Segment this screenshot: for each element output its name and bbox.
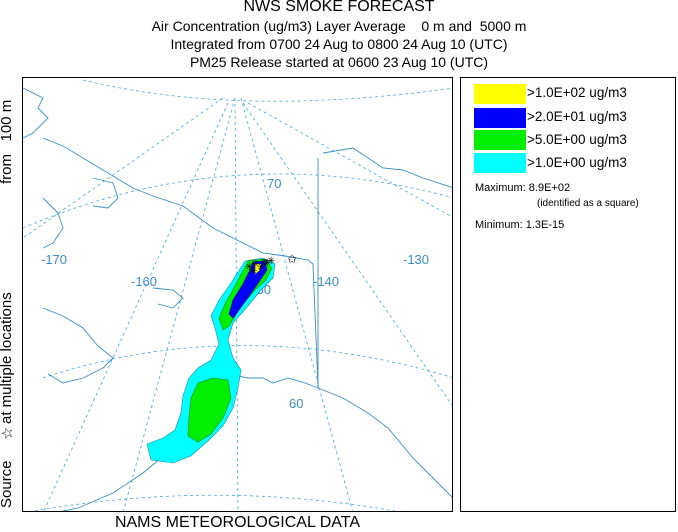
meridian-extra-2 xyxy=(240,97,353,511)
maximum-note: (identified as a square) xyxy=(537,198,639,209)
plume-blue-region xyxy=(228,260,268,319)
subtitle-integration-period: Integrated from 0700 24 Aug to 0800 24 A… xyxy=(170,36,508,52)
legend-swatch-cyan xyxy=(474,153,526,173)
fire-source-marker: ✳ xyxy=(251,259,259,270)
legend-swatch-yellow xyxy=(474,84,526,104)
minimum-value: Minimum: 1.3E-15 xyxy=(475,219,565,231)
lon-label-140: -140 xyxy=(313,274,339,289)
legend-swatch-blue xyxy=(474,108,526,128)
legend-label-5: >5.0E+00 ug/m3 xyxy=(527,132,627,147)
fire-source-marker: ✳ xyxy=(257,262,265,273)
fire-source-marker: ✳ xyxy=(245,262,253,273)
source-side-label: Source ☆ at multiple locations from 100 … xyxy=(0,0,22,532)
source-star-icon: ☆ xyxy=(0,426,16,440)
side-label-locations: at multiple locations xyxy=(0,292,15,424)
latitude-line-80 xyxy=(82,79,452,102)
meridian-160 xyxy=(43,102,229,511)
fire-source-marker: ✳ xyxy=(249,266,257,277)
meridian-130 xyxy=(247,102,452,218)
chukotka-coastline xyxy=(23,87,49,139)
data-source-footer: NAMS METEOROLOGICAL DATA xyxy=(114,514,361,531)
legend-panel: >1.0E+02 ug/m3 >2.0E+01 ug/m3 >5.0E+00 u… xyxy=(460,77,676,512)
meridian-170 xyxy=(23,97,224,239)
legend-label-20: >2.0E+01 ug/m3 xyxy=(527,109,627,124)
lon-label-130: -130 xyxy=(403,252,429,267)
lon-label-170: -170 xyxy=(41,252,67,267)
latitude-line-60 xyxy=(42,345,452,379)
maximum-value: Maximum: 8.9E+02 xyxy=(475,182,571,194)
yukon-coastline xyxy=(322,147,452,188)
legend-swatch-green xyxy=(474,130,526,150)
meridian-140 xyxy=(242,102,452,406)
plume-yellow-core xyxy=(254,263,262,275)
source-star-marker: ✩ xyxy=(287,252,297,266)
lat-label-60: 60 xyxy=(289,396,303,411)
plume-cyan-region xyxy=(146,257,276,464)
fire-source-marker: ✳ xyxy=(267,256,275,267)
side-label-source: Source xyxy=(0,460,15,508)
subtitle-release-start: PM25 Release started at 0600 23 Aug 10 (… xyxy=(189,54,489,70)
side-label-height: from 100 m xyxy=(0,100,15,184)
map-canvas: -170 -160 -150 -140 -130 70 60 ✳ ✳ ✳ ✳ ✳… xyxy=(23,79,452,511)
legend-label-1: >1.0E+00 ug/m3 xyxy=(527,155,627,170)
subtitle-concentration: Air Concentration (ug/m3) Layer Average … xyxy=(151,18,527,34)
legend-label-100: >1.0E+02 ug/m3 xyxy=(527,85,627,100)
plume-green-region xyxy=(187,258,273,443)
map-panel: -170 -160 -150 -140 -130 70 60 ✳ ✳ ✳ ✳ ✳… xyxy=(22,77,453,512)
lon-label-160: -160 xyxy=(131,274,157,289)
maximum-square-marker xyxy=(262,259,268,265)
latitude-line-70 xyxy=(23,173,452,229)
page-title: NWS SMOKE FORECAST xyxy=(243,0,435,15)
lat-label-70: 70 xyxy=(267,176,281,191)
alaska-coastline xyxy=(42,137,452,511)
